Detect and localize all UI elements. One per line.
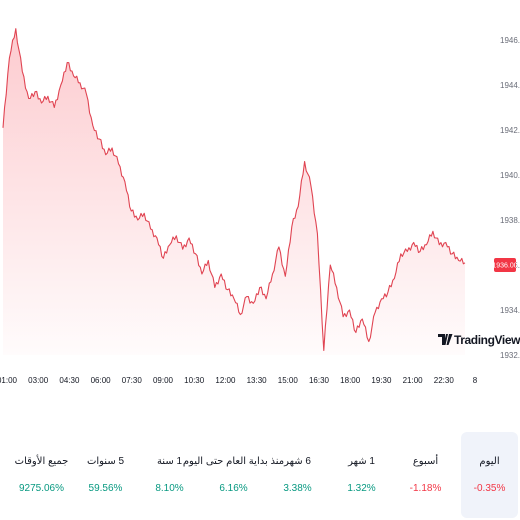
x-tick-label: 13:30 — [247, 376, 268, 385]
perf-5y[interactable]: 5 سنوات 59.56% — [77, 432, 134, 518]
y-tick-label: 1938.00 — [500, 216, 520, 225]
tradingview-logo-text: TradingView — [454, 333, 520, 347]
perf-label: 1 سنة — [156, 456, 183, 467]
x-tick-label: 03:00 — [28, 376, 49, 385]
perf-value: -1.18% — [409, 483, 442, 494]
x-tick-label: 19:30 — [371, 376, 392, 385]
price-chart[interactable]: 1946.00 1944.00 1942.00 1940.00 1938.00 1936.… — [0, 0, 520, 400]
perf-all[interactable]: جميع الأوقات 9275.06% — [13, 432, 70, 518]
performance-bar: اليوم -0.35% أسبوع -1.18% 1 شهر 1.32% 6 شهر… — [0, 432, 520, 520]
x-tick-label: 07:30 — [122, 376, 143, 385]
price-line — [2, 28, 466, 352]
perf-1y[interactable]: 1 سنة 8.10% — [141, 432, 198, 518]
perf-1m[interactable]: 1 شهر 1.32% — [333, 432, 390, 518]
perf-1d[interactable]: اليوم -0.35% — [461, 432, 518, 518]
perf-value: 9275.06% — [18, 483, 65, 494]
perf-label: 6 شهر — [284, 456, 311, 467]
x-tick-label: 15:00 — [278, 376, 299, 385]
x-tick-label: 16:30 — [309, 376, 330, 385]
y-tick-label: 1934.00 — [500, 306, 520, 315]
price-area-fill — [3, 28, 465, 355]
x-tick-label: 8 — [473, 376, 478, 385]
x-tick-label: 21:00 — [403, 376, 424, 385]
perf-value: 8.10% — [155, 483, 184, 494]
time-axis: 01:00 03:00 04:30 06:00 07:30 09:00 10:30 12:00… — [0, 376, 478, 385]
x-tick-label: 04:30 — [59, 376, 80, 385]
x-tick-label: 01:00 — [0, 376, 18, 385]
perf-6m[interactable]: 6 شهر 3.38% — [269, 432, 326, 518]
perf-label: أسبوع — [412, 456, 439, 467]
tradingview-logo-icon — [438, 334, 453, 345]
perf-value: -0.35% — [473, 483, 506, 494]
x-tick-label: 06:00 — [91, 376, 112, 385]
perf-value: 6.16% — [219, 483, 248, 494]
y-tick-label: 1942.00 — [500, 126, 520, 135]
x-tick-label: 18:00 — [340, 376, 361, 385]
perf-label: 1 شهر — [348, 456, 375, 467]
tradingview-logo[interactable]: TradingView — [438, 333, 520, 347]
perf-value: 1.32% — [347, 483, 376, 494]
price-axis: 1946.001944.001942.001940.001938.001936.… — [500, 36, 520, 360]
perf-label: 5 سنوات — [86, 456, 125, 467]
x-tick-label: 22:30 — [434, 376, 455, 385]
x-tick-label: 12:00 — [215, 376, 236, 385]
y-tick-label: 1944.00 — [500, 81, 520, 90]
perf-1w[interactable]: أسبوع -1.18% — [397, 432, 454, 518]
last-price-tag: 1936.00 — [492, 258, 518, 272]
perf-label: جميع الأوقات — [14, 456, 69, 467]
y-tick-label: 1932.00 — [500, 351, 520, 360]
y-tick-label: 1946.00 — [500, 36, 520, 45]
x-tick-label: 10:30 — [184, 376, 205, 385]
last-price-label: 1936.00 — [492, 263, 517, 270]
perf-value: 3.38% — [283, 483, 312, 494]
perf-value: 59.56% — [88, 483, 123, 494]
perf-ytd[interactable]: منذ بداية العام حتى اليوم 6.16% — [183, 432, 284, 518]
perf-label: منذ بداية العام حتى اليوم — [182, 456, 285, 467]
x-tick-label: 09:00 — [153, 376, 174, 385]
perf-label: اليوم — [479, 456, 500, 467]
y-tick-label: 1940.00 — [500, 171, 520, 180]
